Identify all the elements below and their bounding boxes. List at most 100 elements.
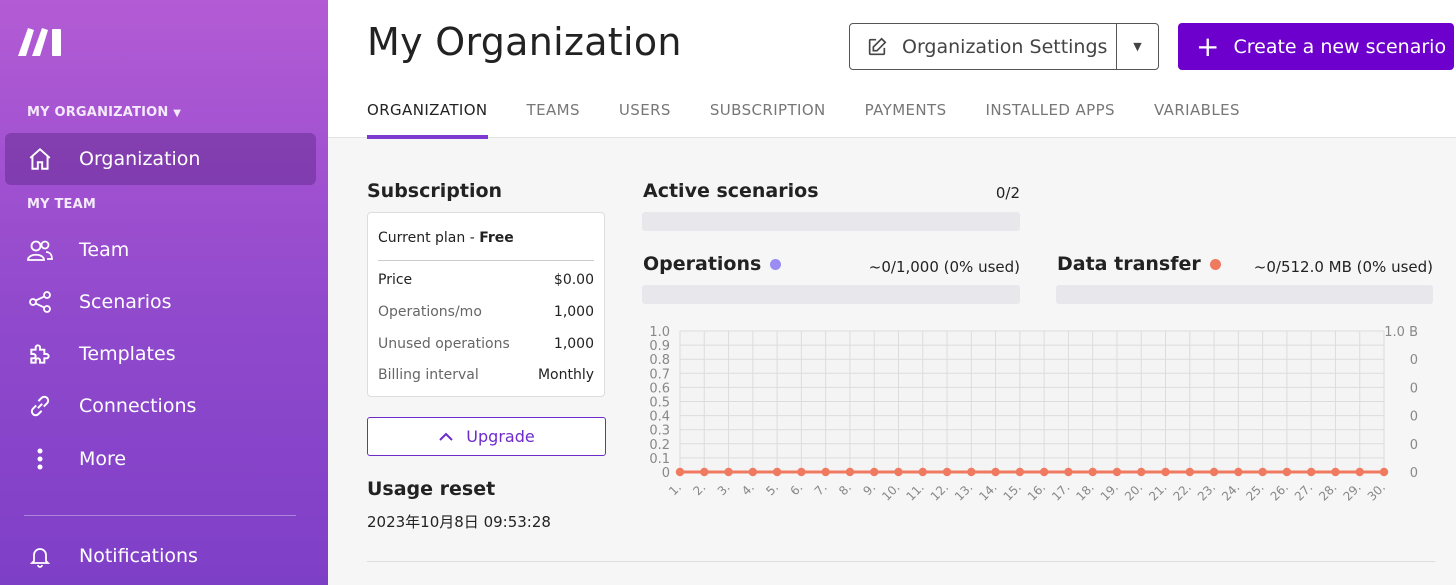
more-vertical-icon (25, 444, 55, 474)
chart-y-left-tick: 0.4 (649, 410, 670, 425)
create-scenario-button[interactable]: + Create a new scenario (1178, 23, 1454, 70)
my-organization-dropdown[interactable]: MY ORGANIZATION ▼ (27, 105, 181, 120)
chart-data-point (1209, 467, 1219, 477)
upgrade-button[interactable]: Upgrade (367, 417, 606, 456)
upgrade-label: Upgrade (466, 427, 535, 446)
sidebar-item-more[interactable]: More (5, 433, 316, 485)
active-scenarios-value: 0/2 (995, 184, 1020, 202)
chart-data-point (1331, 467, 1340, 477)
chart-x-tick: 29. (1340, 480, 1363, 503)
tab-organization[interactable]: ORGANIZATION (367, 98, 488, 139)
chart-data-point (821, 467, 830, 477)
chart-y-right-tick: 0 (1410, 438, 1418, 453)
sidebar-item-organization[interactable]: Organization (5, 133, 316, 185)
tab-variables[interactable]: VARIABLES (1153, 101, 1240, 119)
chart-x-tick: 13. (952, 480, 975, 503)
chart-data-point (1015, 467, 1025, 477)
chart-data-point (991, 467, 1000, 477)
organization-settings-button[interactable]: Organization Settings (850, 24, 1117, 69)
chart-data-point (918, 467, 927, 477)
chart-data-point (1379, 467, 1389, 477)
tab-bar: ORGANIZATION TEAMS USERS SUBSCRIPTION PA… (367, 98, 1279, 139)
current-plan: Current plan - Free (378, 230, 514, 246)
sidebar-item-label: Team (79, 239, 130, 261)
tab-installed-apps[interactable]: INSTALLED APPS (985, 101, 1115, 119)
chart-x-tick: 5. (763, 480, 781, 498)
sidebar-item-team[interactable]: Team (5, 224, 316, 276)
tab-users[interactable]: USERS (618, 101, 671, 119)
home-icon (25, 144, 55, 174)
tab-payments[interactable]: PAYMENTS (864, 101, 947, 119)
organization-settings-dropdown[interactable]: ▼ (1117, 24, 1158, 69)
usage-reset-value: 2023年10月8日 09:53:28 (367, 513, 551, 531)
chart-data-point (845, 467, 855, 477)
chart-x-tick: 18. (1073, 480, 1096, 503)
usage-reset-title: Usage reset (367, 478, 496, 500)
chart-y-left-tick: 0.1 (649, 452, 670, 467)
operations-legend-dot (770, 258, 782, 270)
chart-x-tick: 15. (1001, 480, 1024, 503)
chart-y-left-tick: 0.3 (649, 424, 670, 439)
tab-subscription[interactable]: SUBSCRIPTION (709, 101, 826, 119)
bell-icon (25, 541, 55, 571)
chart-x-tick: 3. (715, 480, 733, 498)
tab-teams[interactable]: TEAMS (526, 101, 580, 119)
chart-y-right-tick: 0 (1410, 466, 1418, 481)
chart-data-point (1258, 467, 1267, 477)
plan-row-unused-operations: Unused operations 1,000 (378, 336, 594, 352)
operations-value: ~0/1,000 (0% used) (868, 258, 1020, 276)
chart-x-tick: 16. (1025, 480, 1048, 503)
chart-data-point (1306, 467, 1316, 477)
create-scenario-label: Create a new scenario (1233, 35, 1447, 58)
plan-row-value: 1,000 (553, 336, 594, 352)
sidebar-item-notifications[interactable]: Notifications (5, 530, 316, 582)
sidebar-item-scenarios[interactable]: Scenarios (5, 276, 316, 328)
make-logo-icon[interactable] (18, 26, 64, 58)
content-divider (367, 561, 1435, 562)
chart-x-tick: 2. (690, 480, 708, 498)
organization-settings-split-button: Organization Settings ▼ (849, 23, 1159, 70)
plan-row-price: Price $0.00 (378, 272, 594, 288)
chart-y-left-tick: 0 (662, 466, 670, 481)
chart-x-tick: 19. (1098, 480, 1121, 503)
edit-icon (866, 36, 888, 58)
chart-data-point (1282, 467, 1292, 477)
link-icon (25, 391, 55, 421)
share-icon (25, 287, 55, 317)
users-icon (25, 235, 55, 265)
caret-down-icon: ▼ (1133, 40, 1142, 53)
chart-data-point (1355, 467, 1364, 477)
chart-data-point (675, 467, 685, 477)
plus-icon: + (1196, 29, 1220, 63)
plan-row-key: Operations/mo (378, 304, 482, 320)
page-header: My Organization Organization Settings ▼ … (328, 0, 1456, 139)
chart-x-tick: 25. (1243, 480, 1266, 503)
chart-data-point (967, 467, 976, 477)
chart-data-point (772, 467, 782, 477)
chart-x-tick: 14. (976, 480, 999, 503)
sidebar-item-templates[interactable]: Templates (5, 328, 316, 380)
chart-data-point (1112, 467, 1122, 477)
sidebar-item-label: Scenarios (79, 291, 172, 313)
operations-title: Operations (643, 253, 782, 275)
chart-x-tick: 9. (860, 480, 878, 498)
sidebar-item-connections[interactable]: Connections (5, 380, 316, 432)
puzzle-icon (25, 339, 55, 369)
chart-x-tick: 27. (1292, 480, 1315, 503)
chart-data-point (797, 467, 806, 477)
data-transfer-value: ~0/512.0 MB (0% used) (1253, 258, 1433, 276)
chart-x-tick: 12. (928, 480, 951, 503)
data-transfer-legend-dot (1209, 258, 1221, 270)
data-transfer-label: Data transfer (1057, 253, 1201, 275)
usage-chart: 1.00.90.80.70.60.50.40.30.20.101. 2. 3. 4. 5… (649, 325, 1418, 504)
current-plan-label: Current plan - (378, 230, 480, 246)
sidebar-item-label: More (79, 448, 127, 470)
chart-x-tick: 7. (812, 480, 830, 498)
chart-x-tick: 1. (666, 480, 684, 498)
plan-row-billing-interval: Billing interval Monthly (378, 367, 594, 383)
chart-y-left-tick: 0.7 (649, 367, 670, 382)
chart-data-point (942, 467, 952, 477)
sidebar-item-label: Templates (79, 343, 176, 365)
chart-x-tick: 17. (1049, 480, 1072, 503)
plan-card: Current plan - Free Price $0.00 Operatio… (367, 212, 605, 397)
